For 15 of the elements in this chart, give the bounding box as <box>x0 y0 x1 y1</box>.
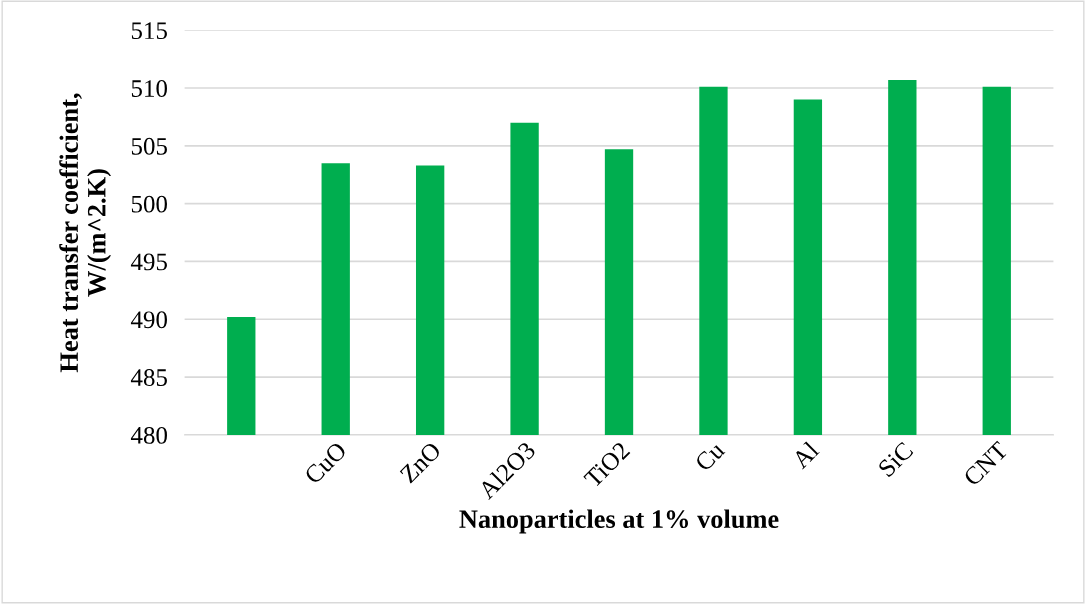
x-tick-label: CuO <box>303 441 348 485</box>
y-tick-label: 490 <box>130 311 167 329</box>
y-tick-label: 485 <box>130 369 167 386</box>
y-tick-label: 505 <box>131 137 167 155</box>
x-tick-label: Al <box>790 440 820 470</box>
y-tick-label: 495 <box>130 253 167 271</box>
x-axis-title: Nanoparticles at 1% volume <box>459 509 779 534</box>
y-axis-title: Heat transfer coefficient, W/(m^2.K) <box>59 93 112 373</box>
x-tick-label: Cu <box>694 440 726 473</box>
y-tick-label: 480 <box>130 426 167 444</box>
x-tick-label: SiC <box>877 441 914 478</box>
y-tick-label: 515 <box>131 22 167 40</box>
y-tick-label: 510 <box>131 80 167 97</box>
y-tick-label: 500 <box>131 195 167 213</box>
x-tick-label: ZnO <box>399 441 442 484</box>
